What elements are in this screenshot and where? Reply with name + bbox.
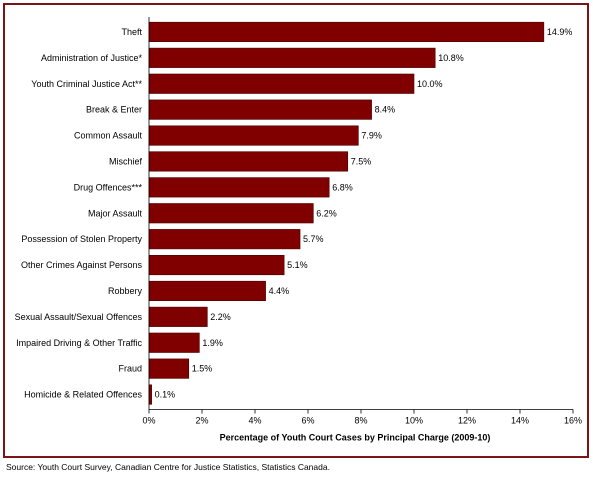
x-tick-label: 6%	[301, 416, 314, 426]
data-label: 8.4%	[375, 105, 396, 115]
bar	[148, 280, 266, 302]
bar	[148, 203, 314, 224]
x-tick-label: 2%	[195, 416, 208, 426]
bar	[148, 99, 372, 120]
data-label: 0.1%	[155, 390, 176, 400]
x-tick-label: 14%	[511, 416, 529, 426]
category-label: Drug Offences***	[74, 182, 143, 192]
data-label: 10.0%	[417, 79, 443, 89]
x-axis: 0% 2% 4% 6% 8% 10% 12% 14% 16%	[142, 17, 582, 426]
x-tick-label: 8%	[354, 416, 367, 426]
data-label: 1.9%	[202, 338, 223, 348]
data-label: 14.9%	[547, 27, 573, 37]
x-tick-label: 10%	[405, 416, 423, 426]
category-label: Homicide & Related Offences	[24, 390, 142, 400]
x-tick-label: 16%	[564, 416, 582, 426]
category-label: Impaired Driving & Other Traffic	[16, 338, 142, 348]
bar	[148, 21, 545, 43]
x-tick-label: 12%	[458, 416, 476, 426]
bars-layer: Theft 14.9% Administration of Justice* 10.8…	[15, 21, 573, 405]
bar	[148, 151, 349, 172]
bar	[148, 125, 359, 146]
bar	[148, 229, 301, 250]
category-label: Other Crimes Against Persons	[21, 260, 143, 270]
data-label: 2.2%	[210, 312, 231, 322]
data-label: 7.5%	[351, 156, 372, 166]
bar	[148, 306, 208, 327]
x-axis-title: Percentage of Youth Court Cases by Princ…	[220, 433, 491, 443]
category-label: Robbery	[108, 286, 143, 296]
data-label: 6.8%	[332, 182, 353, 192]
data-label: 5.1%	[287, 260, 308, 270]
category-label: Theft	[121, 27, 142, 37]
category-label: Major Assault	[88, 208, 143, 218]
data-label: 6.2%	[316, 208, 337, 218]
category-label: Possession of Stolen Property	[21, 234, 142, 244]
category-label: Mischief	[109, 156, 143, 166]
bar	[148, 177, 330, 198]
category-label: Fraud	[118, 364, 142, 374]
bar	[148, 332, 200, 353]
data-label: 4.4%	[269, 286, 290, 296]
data-label: 10.8%	[438, 53, 464, 63]
chart-frame: Theft 14.9% Administration of Justice* 10.8…	[3, 3, 589, 458]
data-label: 5.7%	[303, 234, 324, 244]
data-label: 1.5%	[192, 364, 213, 374]
category-label: Sexual Assault/Sexual Offences	[15, 312, 143, 322]
bar	[148, 358, 190, 379]
bar	[148, 73, 415, 94]
category-label: Common Assault	[74, 131, 143, 141]
bar	[148, 47, 436, 68]
source-note: Source: Youth Court Survey, Canadian Cen…	[6, 462, 330, 472]
category-label: Administration of Justice*	[41, 53, 143, 63]
x-tick-label: 4%	[248, 416, 261, 426]
bar-chart: Theft 14.9% Administration of Justice* 10.8…	[15, 17, 582, 443]
data-label: 7.9%	[361, 131, 382, 141]
category-label: Youth Criminal Justice Act**	[31, 79, 142, 89]
x-tick-label: 0%	[142, 416, 155, 426]
category-label: Break & Enter	[86, 105, 142, 115]
bar	[148, 255, 285, 276]
